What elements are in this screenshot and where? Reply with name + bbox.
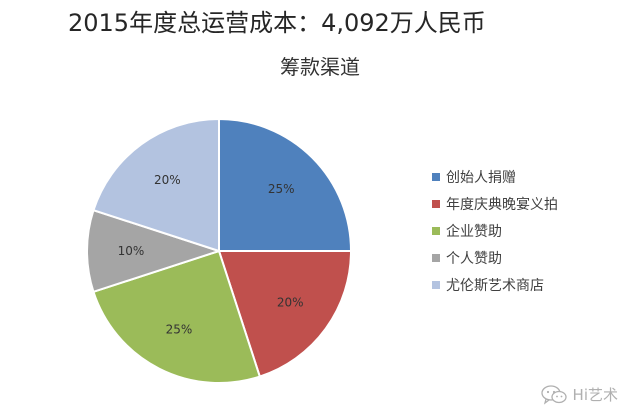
headline: 2015年度总运营成本：4,092万人民币 — [68, 9, 486, 37]
legend-label: 企业赞助 — [446, 223, 502, 240]
legend-swatch — [432, 253, 440, 262]
legend-label: 年度庆典晚宴义拍 — [446, 196, 558, 213]
chart-title: 筹款渠道 — [280, 55, 360, 79]
watermark: Hi艺术 — [540, 384, 618, 405]
pie-slice-4 — [86, 208, 223, 294]
slice-label-3: 25% — [166, 322, 193, 336]
legend-swatch — [432, 199, 440, 208]
legend-item-5: 尤伦斯艺术商店 — [432, 271, 558, 298]
legend-swatch — [432, 172, 440, 181]
legend-swatch — [432, 226, 440, 235]
legend-item-2: 年度庆典晚宴义拍 — [432, 190, 558, 217]
slice-label-4: 10% — [118, 244, 145, 258]
pie-slice-1 — [218, 117, 353, 252]
legend-label: 尤伦斯艺术商店 — [446, 277, 544, 294]
chart-legend: 创始人捐赠年度庆典晚宴义拍 企业赞助个人赞助尤伦斯艺术商店 — [432, 163, 558, 298]
pie-slice-3 — [92, 249, 262, 384]
wechat-icon — [540, 384, 567, 405]
pie-slice-5 — [92, 117, 220, 253]
legend-item-3: 企业赞助 — [432, 217, 558, 244]
pie-slice-2 — [217, 250, 353, 378]
legend-swatch — [432, 280, 440, 289]
watermark-text: Hi艺术 — [572, 386, 618, 404]
slice-label-1: 25% — [268, 182, 295, 196]
legend-label: 个人赞助 — [446, 250, 502, 267]
legend-item-1: 创始人捐赠 — [432, 163, 558, 190]
legend-label: 创始人捐赠 — [446, 169, 516, 186]
legend-item-4: 个人赞助 — [432, 244, 558, 271]
slice-label-5: 20% — [154, 173, 181, 187]
slice-label-2: 20% — [277, 296, 304, 310]
